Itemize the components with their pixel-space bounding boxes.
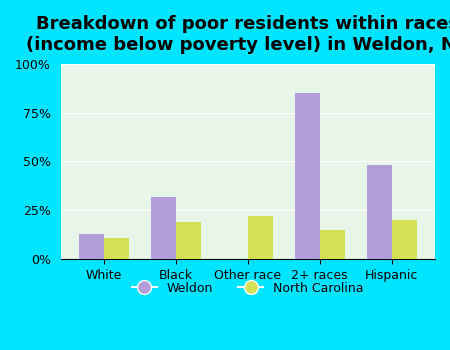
Legend: Weldon, North Carolina: Weldon, North Carolina bbox=[127, 277, 369, 300]
Bar bbox=[104, 238, 129, 259]
Bar bbox=[151, 197, 176, 259]
Title: Breakdown of poor residents within races
(income below poverty level) in Weldon,: Breakdown of poor residents within races… bbox=[26, 15, 450, 54]
Bar bbox=[320, 230, 345, 259]
Bar bbox=[79, 234, 104, 259]
Bar bbox=[176, 222, 201, 259]
Bar bbox=[392, 220, 417, 259]
Bar bbox=[367, 165, 392, 259]
Bar bbox=[295, 93, 320, 259]
Bar bbox=[248, 216, 273, 259]
